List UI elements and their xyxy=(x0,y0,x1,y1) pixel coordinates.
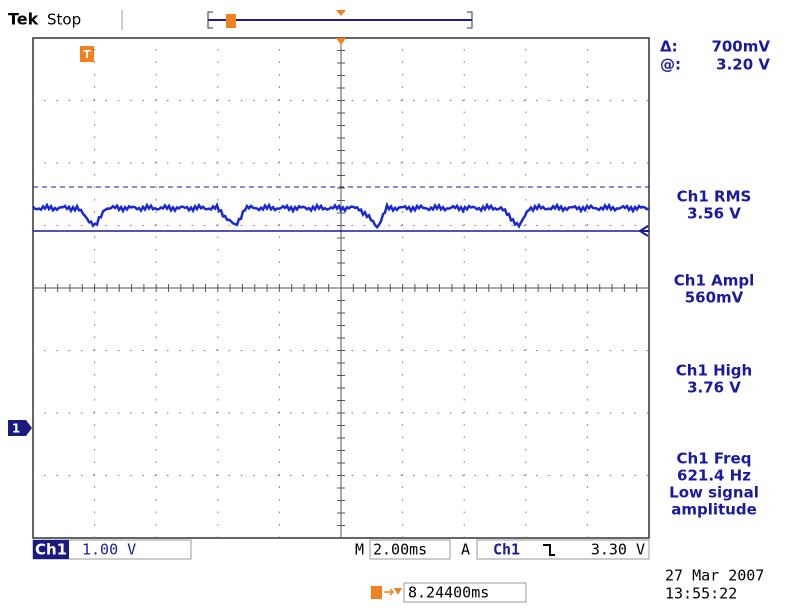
measurement-label: Ch1 RMS xyxy=(677,188,752,206)
timebase: 2.00ms xyxy=(373,541,427,559)
graticule xyxy=(32,37,650,539)
channel-label: Ch1 xyxy=(35,541,67,559)
trigger-level: 3.30 V xyxy=(591,541,645,559)
record-bracket xyxy=(207,11,473,29)
date: 27 Mar 2007 xyxy=(665,567,764,585)
trig-pos-icon xyxy=(371,586,382,599)
trig-down-marker xyxy=(394,588,402,595)
volts-per-div: 1.00 V xyxy=(82,541,136,559)
trigger-label: A xyxy=(461,541,470,559)
trigger-source: Ch1 xyxy=(493,541,520,559)
channel-marker-icon xyxy=(8,420,32,436)
delta-value: 700mV xyxy=(711,38,770,56)
at-value: 3.20 V xyxy=(716,56,770,74)
waveform xyxy=(32,201,650,230)
channel-marker: 1 xyxy=(12,422,20,436)
timebase-box xyxy=(369,539,451,560)
trigger-icon xyxy=(80,46,94,62)
trigger-marker: T xyxy=(83,48,91,61)
measurement-note: Low signal xyxy=(669,484,759,502)
measurement-value: 3.76 V xyxy=(687,379,741,397)
measurement-value: 3.56 V xyxy=(687,205,741,223)
status: Stop xyxy=(47,11,81,29)
at-label: @: xyxy=(660,56,681,74)
measurement-note: amplitude xyxy=(671,501,757,519)
ch-label-bg xyxy=(33,540,69,559)
brand: Tek xyxy=(8,10,39,29)
view-marker xyxy=(336,10,346,16)
trig-arrow xyxy=(384,588,395,596)
measurement-value: 560mV xyxy=(685,289,744,307)
measurement-label: Ch1 Freq xyxy=(677,450,752,468)
measurement-label: Ch1 Ampl xyxy=(674,272,754,290)
cursor-arrow xyxy=(638,225,649,237)
timebase-label: M xyxy=(355,541,364,559)
measurement-value: 621.4 Hz xyxy=(677,467,751,485)
measurement-label: Ch1 High xyxy=(676,362,752,380)
time: 13:55:22 xyxy=(665,585,737,603)
trigger-time-marker xyxy=(336,38,346,45)
trigger-box xyxy=(476,539,650,560)
trigger-position-box xyxy=(403,582,527,603)
trigger-position: 8.24400ms xyxy=(408,584,489,602)
delta-label: Δ: xyxy=(660,38,678,56)
trigger-pos-icon xyxy=(226,14,236,28)
slope-icon xyxy=(543,544,555,556)
